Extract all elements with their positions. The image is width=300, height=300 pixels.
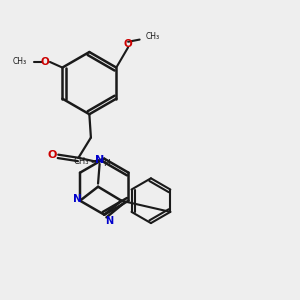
Text: CH₃: CH₃ [13, 58, 27, 67]
Text: CH₃: CH₃ [73, 157, 89, 166]
Text: O: O [124, 39, 133, 49]
Text: H: H [103, 159, 110, 168]
Text: O: O [41, 57, 50, 67]
Text: N: N [73, 194, 81, 204]
Text: N: N [105, 216, 113, 226]
Text: O: O [48, 150, 57, 160]
Text: N: N [95, 155, 104, 165]
Text: CH₃: CH₃ [145, 32, 159, 41]
